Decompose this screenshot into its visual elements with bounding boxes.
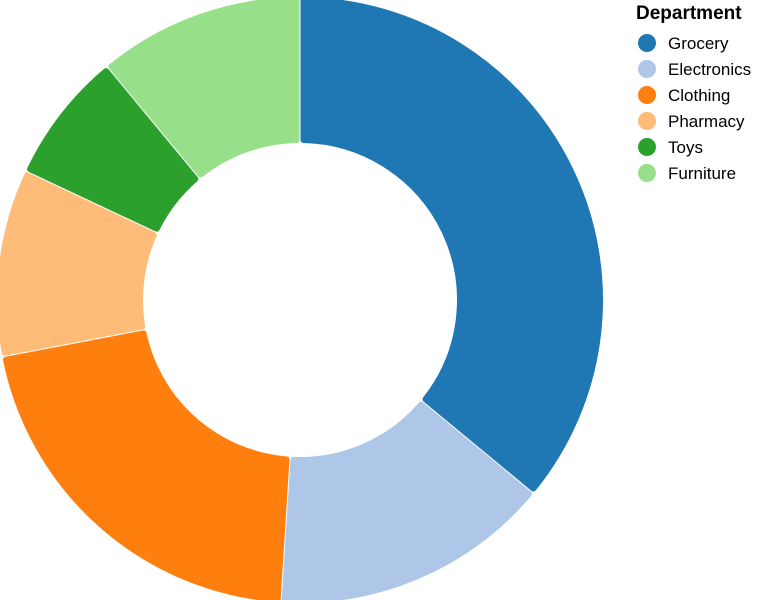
slice-furniture — [108, 0, 300, 178]
legend: Department Grocery Electronics Clothing Pha… — [636, 3, 751, 183]
legend-item-pharmacy: Pharmacy — [638, 112, 745, 131]
slice-clothing — [2, 330, 290, 600]
legend-item-clothing: Clothing — [638, 86, 730, 105]
legend-swatch-grocery — [638, 34, 656, 52]
legend-item-grocery: Grocery — [638, 34, 729, 53]
legend-swatch-electronics — [638, 60, 656, 78]
legend-label-pharmacy: Pharmacy — [668, 112, 745, 131]
legend-items: Grocery Electronics Clothing Pharmacy Toys Fu… — [638, 34, 751, 183]
legend-label-toys: Toys — [668, 138, 703, 157]
legend-swatch-furniture — [638, 164, 656, 182]
legend-item-toys: Toys — [638, 138, 703, 157]
donut-slices — [0, 0, 603, 600]
slice-pharmacy — [0, 172, 157, 356]
legend-label-electronics: Electronics — [668, 60, 751, 79]
legend-label-clothing: Clothing — [668, 86, 730, 105]
legend-item-electronics: Electronics — [638, 60, 751, 79]
slice-grocery — [300, 0, 603, 492]
legend-title: Department — [636, 3, 742, 24]
legend-label-furniture: Furniture — [668, 164, 736, 183]
legend-swatch-clothing — [638, 86, 656, 104]
legend-swatch-pharmacy — [638, 112, 656, 130]
slice-toys — [27, 68, 199, 232]
legend-label-grocery: Grocery — [668, 34, 729, 53]
legend-swatch-toys — [638, 138, 656, 156]
legend-item-furniture: Furniture — [638, 164, 736, 183]
